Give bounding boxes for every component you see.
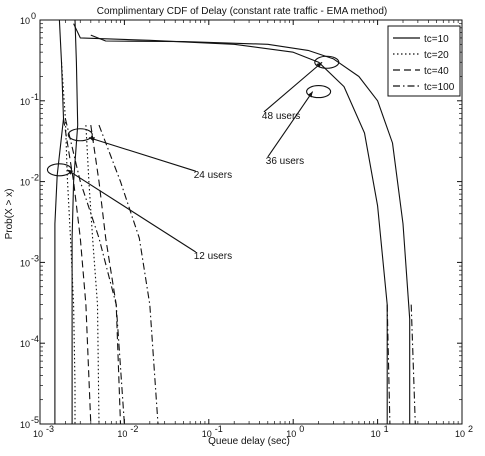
y-tick-label: 10: [20, 178, 30, 188]
annotation-label: 48 users: [262, 111, 300, 122]
x-tick-exponent: 1: [384, 424, 389, 434]
x-tick-label: 10: [33, 429, 43, 439]
y-tick-label: 10: [20, 339, 30, 349]
x-tick-exponent: -3: [46, 424, 54, 434]
legend-entry-tc-100: tc=100: [424, 82, 455, 93]
y-tick-exponent: -1: [31, 92, 39, 102]
x-tick-label: 10: [371, 429, 381, 439]
annotation-label: 24 users: [194, 170, 232, 181]
annotation-ellipse: [46, 163, 72, 177]
annotations: 48 users 36 users 24 users 12 users: [46, 55, 340, 262]
y-tick-label: 10: [20, 16, 30, 26]
x-tick-exponent: 2: [468, 424, 473, 434]
annotation-ellipse: [306, 85, 332, 99]
series-tc-100: [64, 118, 416, 425]
y-tick-exponent: 0: [31, 11, 36, 21]
annotation-ellipse: [314, 55, 340, 69]
x-tick-exponent: 0: [299, 424, 304, 434]
legend-entry-tc-40: tc=40: [424, 66, 449, 77]
x-tick-exponent: -2: [130, 424, 138, 434]
series-line-tc-10-48-users: [90, 34, 411, 424]
y-axis-label: Prob(X > x): [4, 189, 15, 240]
series-line-tc-100-36-users: [386, 304, 391, 425]
y-tick-exponent: -2: [31, 173, 39, 183]
series-tc-10: [54, 19, 411, 424]
series-line-tc-40-12-users: [62, 118, 92, 425]
x-axis-label: Queue delay (sec): [208, 436, 290, 447]
x-tick-label: 10: [286, 429, 296, 439]
plot-frame: [39, 19, 463, 425]
annotation-arrow: [66, 169, 197, 253]
series-line-tc-40-24-users: [90, 125, 122, 425]
series-tc-40: [62, 118, 122, 425]
annotation-ellipse: [67, 128, 93, 142]
series-line-tc-10-12-users: [54, 19, 65, 424]
series-line-tc-20-24-users: [85, 125, 100, 425]
x-tick-label: 10: [455, 429, 465, 439]
y-tick-exponent: -4: [31, 334, 39, 344]
plot-area: 10 -3 10 -2 10 -1 10 0 10 1 10 210 -510 -410 -310 -210-…: [20, 11, 473, 439]
legend-entry-tc-20: tc=20: [424, 50, 449, 61]
annotation-arrowhead: [307, 91, 313, 98]
series-line-tc-10-36-users: [73, 23, 388, 424]
x-tick-label: 10: [202, 429, 212, 439]
y-tick-label: 10: [20, 420, 30, 430]
chart-title: Complimentary CDF of Delay (constant rat…: [97, 6, 387, 17]
annotation-arrow: [267, 91, 314, 158]
annotation-label: 36 users: [266, 156, 304, 167]
annotation-arrow: [263, 61, 323, 113]
y-tick-label: 10: [20, 97, 30, 107]
annotation-arrowhead: [67, 169, 74, 175]
x-tick-label: 10: [117, 429, 127, 439]
annotation-arrowhead: [316, 62, 323, 68]
y-tick-label: 10: [20, 258, 30, 268]
y-tick-exponent: -5: [31, 415, 39, 425]
annotation-label: 12 users: [194, 251, 232, 262]
series-line-tc-100-24-users: [98, 124, 159, 425]
series-line-tc-100-48-users: [410, 304, 416, 425]
series-line-tc-100-12-users: [64, 118, 125, 425]
legend-entry-tc-10: tc=10: [424, 34, 449, 45]
series-line-tc-10-24-users: [71, 19, 79, 424]
x-tick-exponent: -1: [215, 424, 223, 434]
annotation-arrowhead: [88, 137, 95, 142]
legend: tc=10 tc=20 tc=40 tc=100: [387, 25, 461, 97]
y-tick-exponent: -3: [31, 253, 39, 263]
annotation-arrow: [88, 137, 196, 172]
